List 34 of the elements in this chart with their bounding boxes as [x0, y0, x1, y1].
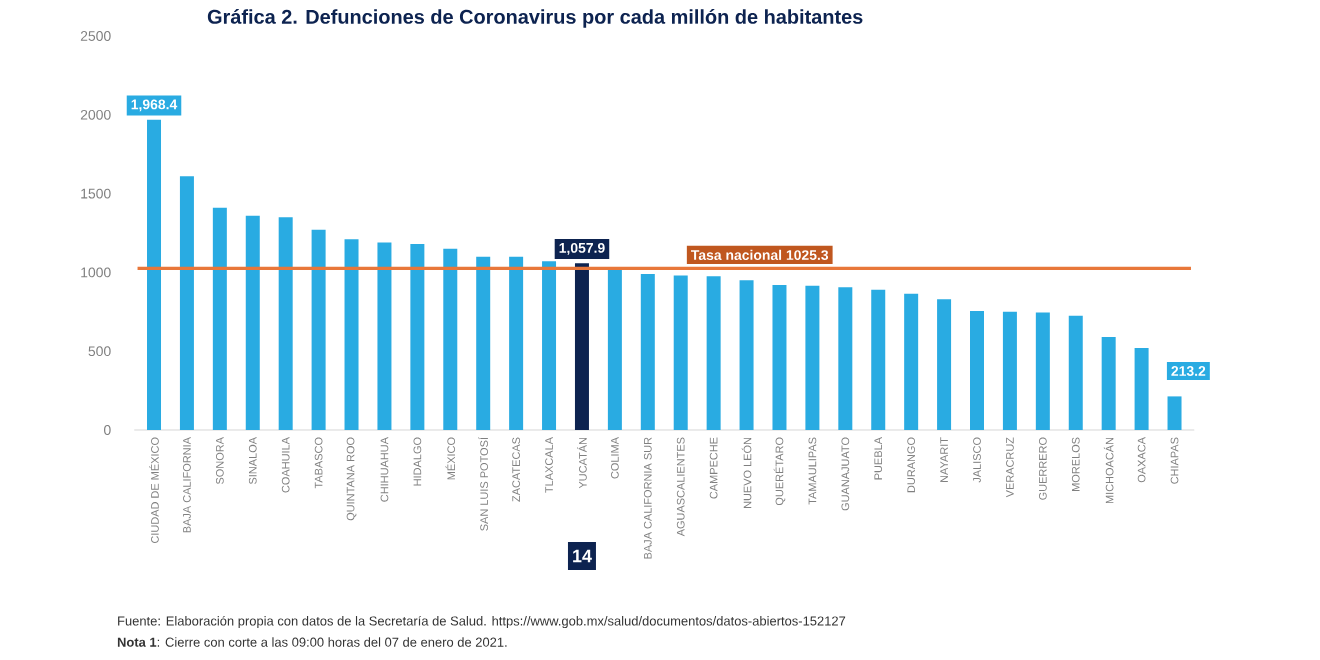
bar [212, 207, 227, 430]
bar [1035, 312, 1050, 430]
text: 14 [573, 549, 592, 563]
bar [838, 287, 853, 430]
bar [904, 293, 919, 430]
bar [278, 217, 293, 430]
bar [245, 215, 260, 430]
bar [410, 244, 425, 430]
chart-title: Gráfica 2. Defunciones de Coronavirus por cada millón de habitantes [207, 9, 863, 28]
bar [607, 269, 622, 430]
bar [640, 273, 655, 430]
bar [805, 285, 820, 430]
bar [970, 311, 984, 430]
bar [1068, 315, 1083, 430]
bar [147, 119, 162, 430]
bar [344, 239, 359, 430]
bar [509, 256, 524, 430]
bar [706, 276, 721, 430]
bar [1101, 337, 1116, 430]
bar [311, 229, 326, 430]
bar [1134, 348, 1149, 430]
bar [772, 285, 787, 430]
bar [377, 242, 392, 430]
bar [179, 176, 194, 430]
bar [574, 263, 589, 430]
bar [443, 248, 458, 430]
bar [937, 299, 952, 430]
bar [673, 275, 688, 430]
bar [1167, 396, 1182, 430]
bar [739, 280, 754, 430]
bar [476, 256, 491, 430]
bar [542, 261, 557, 430]
bar [871, 289, 886, 430]
bar [1002, 311, 1017, 430]
